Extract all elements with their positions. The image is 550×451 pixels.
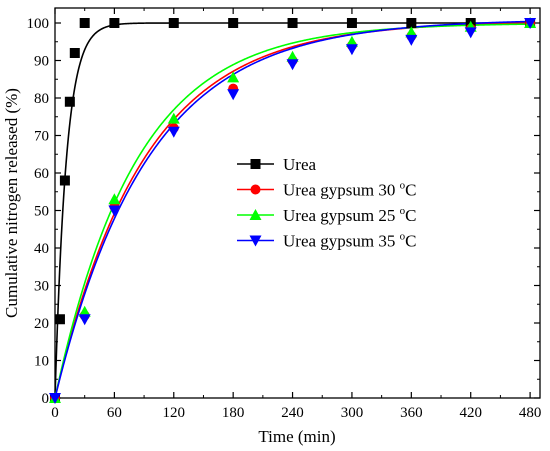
data-point-series-3 — [524, 18, 537, 29]
plot-frame — [54, 7, 541, 399]
data-point-series-2 — [78, 305, 91, 317]
data-point-series-0 — [406, 18, 417, 28]
data-point-series-2 — [108, 193, 121, 205]
data-point-series-0 — [79, 18, 90, 28]
x-tick-label: 480 — [519, 405, 542, 421]
y-tick-label: 30 — [34, 279, 49, 295]
legend-label: Urea gypsum 35 oC — [283, 231, 416, 251]
x-tick-label: 420 — [459, 405, 482, 421]
legend-label: Urea gypsum 25 oC — [283, 205, 416, 225]
x-tick-label: 360 — [400, 405, 423, 421]
y-tick-label: 80 — [34, 91, 49, 107]
data-point-series-3 — [286, 59, 299, 71]
x-tick-labels: 0 60 120 180 240 300 360 420 480 — [51, 405, 541, 421]
legend-marker — [249, 209, 262, 220]
data-point-series-2 — [167, 112, 180, 124]
data-point-series-0 — [109, 18, 120, 28]
x-tick-label: 0 — [51, 405, 59, 421]
legend-marker — [250, 184, 261, 195]
data-point-series-3 — [227, 89, 240, 101]
y-tick-label: 50 — [34, 204, 49, 220]
data-point-series-0 — [287, 18, 298, 28]
series-curve-2 — [54, 23, 531, 399]
data-point-series-3 — [78, 314, 91, 326]
legend-label: Urea gypsum 30 oC — [283, 180, 416, 200]
data-point-series-0 — [64, 96, 75, 107]
y-tick-label: 100 — [27, 16, 50, 32]
data-point-series-3 — [49, 393, 61, 404]
data-point-series-3 — [108, 205, 121, 217]
y-tick-label: 20 — [34, 316, 49, 332]
x-tick-label: 240 — [281, 405, 304, 421]
y-tick-label: 70 — [34, 129, 49, 145]
legend-label: Urea — [283, 155, 316, 174]
data-markers — [49, 17, 537, 404]
y-tick-label: 40 — [34, 241, 49, 257]
legend-marker — [250, 159, 261, 169]
y-tick-label: 10 — [34, 354, 49, 370]
data-point-series-0 — [54, 314, 65, 325]
data-point-series-2 — [227, 71, 240, 83]
data-point-series-2 — [286, 50, 299, 62]
data-point-series-0 — [59, 175, 70, 186]
y-axis-title: Cumulative nitrogen released (%) — [2, 88, 21, 318]
data-point-series-0 — [228, 18, 239, 28]
y-tick-label: 0 — [42, 391, 50, 407]
x-tick-label: 300 — [341, 405, 364, 421]
x-tick-label: 120 — [163, 405, 186, 421]
data-point-series-3 — [464, 27, 477, 39]
y-tick-label: 60 — [34, 166, 49, 182]
legend: Urea Urea gypsum 30 oC Urea gypsum 25 oC Ur… — [237, 155, 416, 251]
y-tick-label: 90 — [34, 54, 49, 70]
data-point-series-2 — [345, 35, 358, 47]
data-point-series-0 — [346, 18, 357, 28]
data-point-series-0 — [168, 18, 179, 28]
data-point-series-0 — [69, 48, 80, 58]
legend-marker — [249, 235, 262, 247]
x-tick-label: 60 — [107, 405, 122, 421]
data-point-series-3 — [345, 44, 358, 56]
data-point-series-3 — [405, 34, 418, 46]
x-axis-title: Time (min) — [258, 427, 335, 446]
data-point-series-2 — [405, 26, 418, 38]
data-point-series-3 — [167, 126, 180, 138]
series-curve-3 — [54, 20, 531, 399]
x-tick-label: 180 — [222, 405, 245, 421]
axis-ticks — [54, 8, 540, 399]
y-tick-labels: 0 10 20 30 40 50 60 70 80 90 100 — [27, 16, 50, 407]
